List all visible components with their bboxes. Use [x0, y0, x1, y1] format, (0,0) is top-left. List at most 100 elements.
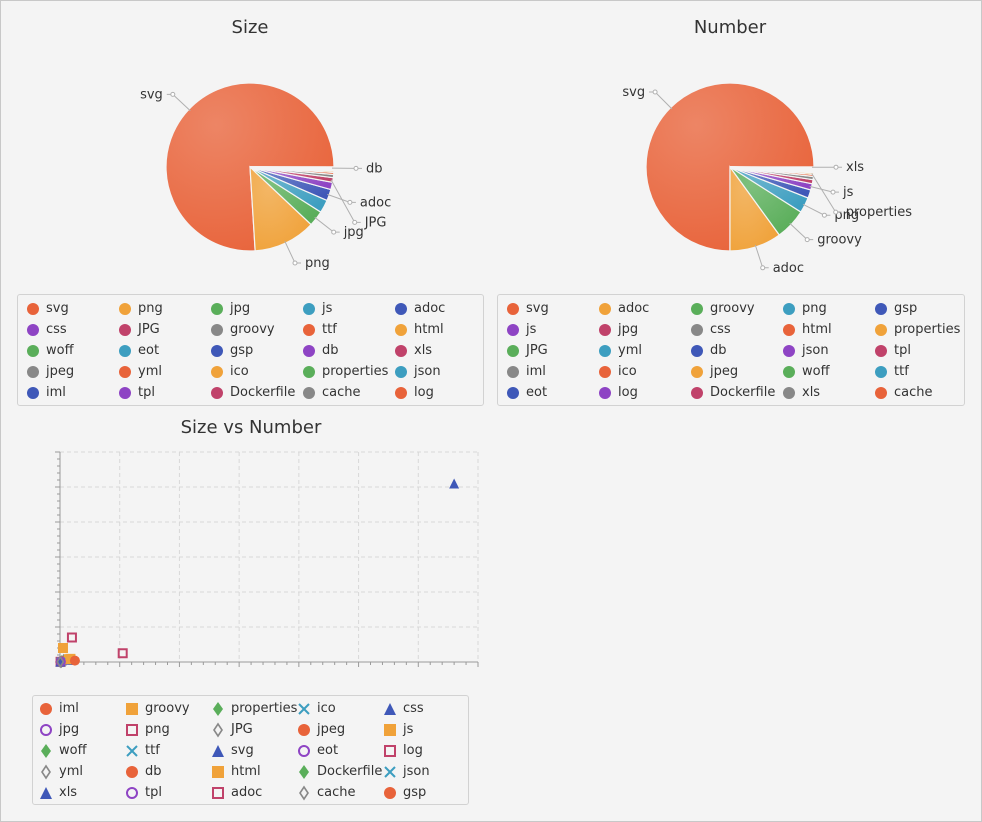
legend-swatch-eot: [118, 344, 132, 364]
legend-label-cache: cache: [894, 385, 933, 400]
legend-label-woff: woff: [46, 343, 74, 358]
legend-label-json: json: [403, 764, 430, 779]
legend-label-db: db: [145, 764, 162, 779]
legend-swatch-png: [125, 723, 139, 743]
legend-swatch-log: [598, 386, 612, 406]
legend-swatch-xls: [394, 344, 408, 364]
scatter-point-adoc: [117, 648, 128, 659]
legend-swatch-iml: [26, 386, 40, 406]
legend-swatch-js: [506, 323, 520, 343]
legend-swatch-jpeg: [297, 723, 311, 743]
callout-dot-groovy: [804, 237, 810, 243]
legend-label-js: js: [526, 322, 537, 337]
legend-swatch-woff: [39, 744, 53, 764]
scatter-grid: [60, 451, 479, 662]
callout-label-db: db: [366, 161, 383, 176]
legend-swatch-json: [383, 765, 397, 785]
legend-label-jpg: jpg: [618, 322, 639, 337]
callout-label-js: js: [842, 185, 854, 200]
legend-swatch-js: [383, 723, 397, 743]
callout-label-svg: svg: [140, 87, 163, 102]
scatter-point-html: [63, 654, 74, 665]
legend-swatch-JPG: [506, 344, 520, 364]
legend-label-properties: properties: [894, 322, 961, 337]
scatter-point-png: [66, 632, 77, 643]
legend-label-woff: woff: [802, 364, 830, 379]
legend-label-Dockerfile: Dockerfile: [317, 764, 383, 779]
legend-label-jpeg: jpeg: [46, 364, 75, 379]
legend-swatch-JPG: [118, 323, 132, 343]
legend-label-html: html: [231, 764, 261, 779]
legend-label-JPG: JPG: [526, 343, 548, 358]
legend-label-svg: svg: [526, 301, 549, 316]
size-vs-number-legend: iml groovy properties ico css jpg png JPG jpeg js…: [32, 695, 469, 805]
callout-dot-png: [292, 260, 298, 266]
legend-label-eot: eot: [138, 343, 160, 358]
callout-line-groovy: [789, 222, 814, 241]
legend-label-svg: svg: [46, 301, 69, 316]
legend-swatch-xls: [782, 386, 796, 406]
legend-swatch-iml: [506, 365, 520, 385]
legend-label-cache: cache: [322, 385, 361, 400]
legend-label-jpg: jpg: [230, 301, 251, 316]
size-legend: svg png jpg js adoc css JPG groovy ttf html woff eo…: [17, 294, 484, 406]
number-legend: svg adoc groovy png gsp js jpg css html propertie…: [497, 294, 965, 406]
legend-label-xls: xls: [414, 343, 433, 358]
legend-label-tpl: tpl: [138, 385, 155, 400]
legend-swatch-Dockerfile: [297, 765, 311, 785]
legend-label-Dockerfile: Dockerfile: [710, 385, 776, 400]
legend-label-xls: xls: [802, 385, 821, 400]
scatter-point-svg: [449, 478, 460, 489]
legend-label-iml: iml: [46, 385, 66, 400]
legend-swatch-groovy: [690, 302, 704, 322]
legend-label-db: db: [322, 343, 339, 358]
legend-swatch-ttf: [125, 744, 139, 764]
legend-label-gsp: gsp: [403, 785, 427, 800]
legend-swatch-db: [302, 344, 316, 364]
legend-label-iml: iml: [526, 364, 546, 379]
legend-swatch-eot: [297, 744, 311, 764]
legend-label-yml: yml: [618, 343, 642, 358]
legend-swatch-svg: [26, 302, 40, 322]
legend-label-JPG: JPG: [231, 722, 253, 737]
legend-label-jpg: jpg: [59, 722, 80, 737]
legend-swatch-groovy: [125, 702, 139, 722]
size-vs-number-scatter: [55, 451, 479, 669]
legend-swatch-jpeg: [26, 365, 40, 385]
legend-label-woff: woff: [59, 743, 87, 758]
legend-label-JPG: JPG: [138, 322, 160, 337]
legend-swatch-svg: [506, 302, 520, 322]
legend-label-tpl: tpl: [894, 343, 911, 358]
legend-label-yml: yml: [138, 364, 162, 379]
legend-swatch-jpg: [39, 723, 53, 743]
legend-swatch-Dockerfile: [210, 386, 224, 406]
legend-label-cache: cache: [317, 785, 356, 800]
legend-label-eot: eot: [317, 743, 339, 758]
legend-swatch-css: [383, 702, 397, 722]
legend-swatch-adoc: [211, 786, 225, 806]
legend-swatch-svg: [211, 744, 225, 764]
legend-label-groovy: groovy: [230, 322, 275, 337]
legend-label-css: css: [403, 701, 424, 716]
legend-label-js: js: [322, 301, 333, 316]
legend-swatch-cache: [297, 785, 311, 806]
legend-label-groovy: groovy: [710, 301, 755, 316]
legend-swatch-gsp: [383, 786, 397, 806]
legend-label-png: png: [802, 301, 827, 316]
legend-label-xls: xls: [59, 785, 78, 800]
legend-swatch-iml: [39, 702, 53, 722]
legend-label-log: log: [403, 743, 423, 758]
legend-swatch-html: [394, 323, 408, 343]
legend-swatch-db: [690, 344, 704, 364]
size-vs-number-title: Size vs Number: [180, 417, 322, 438]
legend-swatch-xls: [39, 786, 53, 806]
legend-label-log: log: [618, 385, 638, 400]
legend-label-html: html: [414, 322, 444, 337]
legend-label-ttf: ttf: [322, 322, 337, 337]
legend-swatch-gsp: [210, 344, 224, 364]
callout-dot-js: [830, 189, 836, 195]
legend-label-gsp: gsp: [894, 301, 918, 316]
legend-swatch-woff: [782, 365, 796, 385]
legend-label-properties: properties: [231, 701, 298, 716]
callout-line-jpg: [314, 216, 340, 233]
